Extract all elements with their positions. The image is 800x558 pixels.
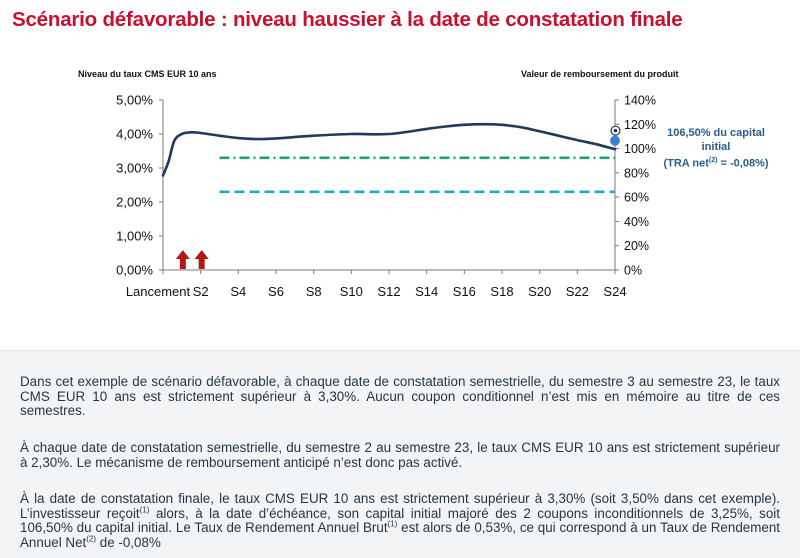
annotation-line-3: (TRA net(2) = -0,08%) [638,154,794,171]
final-value-marker-dot [613,128,618,133]
page-title: Scénario défavorable : niveau haussier à… [12,8,683,31]
final-redemption-annotation: 106,50% du capital initial (TRA net(2) =… [638,126,794,171]
right-tick-label: 100% [624,142,656,156]
x-axis-ticks: Lancement S2 S4 S6 S8 S10 S12 S14 S16 S18 S20 S22 S2… [126,270,627,299]
right-axis-title: Valeur de remboursement du produit [521,69,679,79]
paragraph-final-observation: À la date de constatation finale, le tau… [20,491,780,550]
x-tick-label: Lancement [126,284,191,299]
left-tick-label: 0,00% [116,263,153,278]
right-tick-label: 60% [624,191,649,205]
x-tick-label: S6 [268,284,284,299]
right-tick-label: 20% [624,239,649,253]
x-tick-label: S22 [566,284,589,299]
x-tick-label: S16 [453,284,476,299]
right-tick-label: 120% [624,118,656,132]
footnote-ref-1: (1) [139,505,150,515]
x-tick-label: S10 [340,284,363,299]
annotation-tra-value: = -0,08%) [717,157,769,170]
paragraph-final-part-3: est alors de 0,53%, ce qui correspond à … [20,520,780,550]
right-tick-label: 140% [624,94,656,108]
left-tick-label: 3,00% [116,161,153,176]
left-tick-label: 5,00% [116,93,153,108]
right-tick-label: 0% [624,264,642,278]
x-tick-label: S14 [415,284,438,299]
annotation-line-2: initial [701,141,731,153]
x-tick-label: S8 [306,284,322,299]
explanation-panel [0,350,800,558]
x-tick-label: S2 [193,284,209,299]
right-tick-label: 80% [624,166,649,180]
x-tick-label: S20 [528,284,551,299]
left-tick-label: 1,00% [116,229,153,244]
paragraph-final-part-1: À la date de constatation finale, le tau… [20,491,780,521]
paragraph-coupons: Dans cet exemple de scénario défavorable… [20,374,780,419]
threshold-lines [219,156,615,194]
final-value-dot [610,135,620,146]
left-axis-title: Niveau du taux CMS EUR 10 ans [78,69,217,79]
cms-rate-line [161,122,617,177]
right-tick-label: 40% [624,215,649,229]
paragraph-final-part-2: alors, à la date d’échéance, son capital… [20,505,780,536]
final-redemption-point [610,125,621,146]
left-axis-ticks: 5,00% 4,00% 3,00% 2,00% 1,00% 0,00% [116,93,163,278]
red-arrow-marker [194,250,209,269]
footnote-ref-3: (2) [86,534,97,544]
chart-axes [162,100,616,271]
left-tick-label: 4,00% [116,127,153,142]
x-tick-label: S4 [230,284,246,299]
x-tick-label: S24 [603,284,626,299]
annotation-tra-label: (TRA net [663,157,709,170]
paragraph-early-redemption: À chaque date de constatation semestriel… [20,440,780,470]
right-axis-ticks: 140% 120% 100% 80% 60% 40% 20% 0% [615,94,656,278]
x-tick-label: S12 [377,284,400,299]
annotation-line-1: 106,50% du capital [667,127,765,139]
left-tick-label: 2,00% [116,195,153,210]
x-tick-label: S18 [490,284,513,299]
chart: Niveau du taux CMS EUR 10 ans Valeur de … [78,69,679,299]
chart-svg: Niveau du taux CMS EUR 10 ans Valeur de … [78,69,679,299]
paragraph-final-part-4: de -0,08% [96,534,161,550]
footnote-ref-2: (1) [387,519,398,529]
annotation-footnote-ref: (2) [708,157,718,164]
red-arrow-marker [175,250,190,269]
observation-markers [175,250,209,269]
